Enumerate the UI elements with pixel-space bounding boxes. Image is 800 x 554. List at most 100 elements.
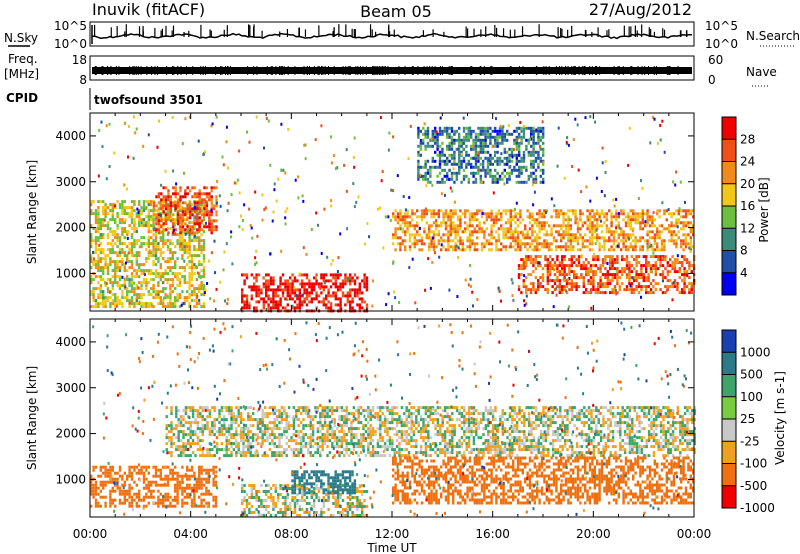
- heatmap-cell: [552, 239, 556, 243]
- heatmap-cell: [392, 215, 395, 219]
- heatmap-cell: [164, 287, 167, 291]
- heatmap-cell: [325, 285, 328, 289]
- heatmap-cell: [515, 180, 518, 184]
- heatmap-cell: [568, 288, 571, 292]
- heatmap-cell: [152, 284, 155, 288]
- heatmap-cell: [474, 147, 478, 151]
- heatmap-cell: [642, 279, 645, 283]
- heatmap-cell: [150, 200, 153, 204]
- heatmap-cell: [126, 269, 129, 273]
- heatmap-cell: [138, 471, 141, 475]
- freq-tick-bottom: 8: [79, 73, 87, 87]
- heatmap-cell: [413, 236, 416, 240]
- heatmap-cell: [676, 270, 679, 274]
- heatmap-cell: [453, 132, 456, 136]
- heatmap-cell: [90, 200, 93, 204]
- heatmap-cell: [497, 239, 500, 243]
- heatmap-cell: [556, 264, 559, 268]
- heatmap-cell: [603, 194, 606, 198]
- heatmap-cell: [465, 153, 468, 157]
- heatmap-cell: [558, 264, 561, 268]
- heatmap-cell: [443, 193, 446, 197]
- heatmap-cell: [567, 236, 570, 240]
- heatmap-cell: [639, 239, 642, 243]
- heatmap-cell: [188, 281, 191, 285]
- heatmap-cell: [549, 264, 552, 268]
- heatmap-cell: [488, 215, 491, 219]
- heatmap-cell: [468, 245, 472, 249]
- heatmap-cell: [489, 168, 492, 172]
- heatmap-cell: [198, 192, 201, 196]
- heatmap-cell: [533, 221, 536, 225]
- heatmap-cell: [630, 291, 633, 295]
- heatmap-cell: [111, 299, 114, 303]
- heatmap-cell: [196, 213, 199, 217]
- heatmap-cell: [441, 132, 444, 136]
- heatmap-cell: [188, 477, 191, 481]
- heatmap-cell: [339, 282, 342, 286]
- heatmap-cell: [202, 477, 206, 481]
- heatmap-cell: [245, 294, 249, 298]
- heatmap-cell: [510, 171, 514, 175]
- heatmap-cell: [598, 248, 601, 252]
- heatmap-cell: [123, 251, 126, 255]
- heatmap-cell: [568, 217, 571, 221]
- heatmap-cell: [588, 215, 592, 219]
- heatmap-cell: [172, 222, 175, 226]
- heatmap-cell: [207, 477, 210, 481]
- heatmap-cell: [404, 224, 407, 228]
- heatmap-cell: [630, 285, 633, 289]
- heatmap-cell: [494, 144, 497, 148]
- heatmap-cell: [625, 273, 629, 277]
- heatmap-cell: [97, 492, 100, 496]
- heatmap-cell: [114, 278, 117, 282]
- heatmap-cell: [254, 256, 257, 260]
- heatmap-cell: [109, 501, 112, 505]
- heatmap-cell: [497, 209, 500, 213]
- heatmap-cell: [226, 297, 229, 301]
- heatmap-cell: [600, 212, 604, 216]
- heatmap-cell: [494, 177, 497, 181]
- heatmap-cell: [603, 248, 606, 252]
- heatmap-cell: [536, 248, 539, 252]
- heatmap-cell: [214, 465, 218, 469]
- heatmap-cell: [501, 138, 504, 142]
- heatmap-cell: [105, 124, 108, 128]
- heatmap-cell: [322, 288, 325, 292]
- heatmap-cell: [118, 287, 122, 291]
- heatmap-cell: [540, 212, 544, 216]
- heatmap-cell: [520, 138, 523, 142]
- heatmap-cell: [436, 138, 439, 142]
- heatmap-cell: [303, 291, 306, 295]
- heatmap-cell: [426, 168, 430, 172]
- heatmap-cell: [135, 471, 138, 475]
- heatmap-cell: [628, 288, 631, 292]
- heatmap-cell: [298, 297, 301, 301]
- heatmap-cell: [250, 294, 253, 298]
- heatmap-cell: [195, 477, 198, 481]
- heatmap-cell: [431, 159, 434, 163]
- heatmap-cell: [142, 498, 146, 502]
- heatmap-cell: [527, 153, 530, 157]
- heatmap-cell: [615, 218, 617, 222]
- heatmap-cell: [104, 501, 107, 505]
- heatmap-cell: [515, 126, 518, 130]
- heatmap-cell: [174, 232, 177, 236]
- heatmap-cell: [665, 209, 668, 213]
- heatmap-cell: [453, 141, 456, 145]
- heatmap-cell: [426, 177, 430, 181]
- heatmap-cell: [568, 258, 571, 262]
- heatmap-cell: [464, 278, 467, 282]
- heatmap-cell: [147, 272, 150, 276]
- heatmap-cell: [123, 287, 126, 291]
- heatmap-cell: [592, 285, 595, 289]
- heatmap-cell: [284, 210, 287, 214]
- heatmap-cell: [150, 230, 153, 234]
- heatmap-cell: [164, 305, 167, 309]
- heatmap-cell: [423, 227, 426, 231]
- heatmap-cell: [613, 267, 617, 271]
- heatmap-cell: [522, 165, 526, 169]
- heatmap-cell: [576, 239, 580, 243]
- heatmap-cell: [178, 206, 182, 210]
- heatmap-cell: [186, 495, 189, 499]
